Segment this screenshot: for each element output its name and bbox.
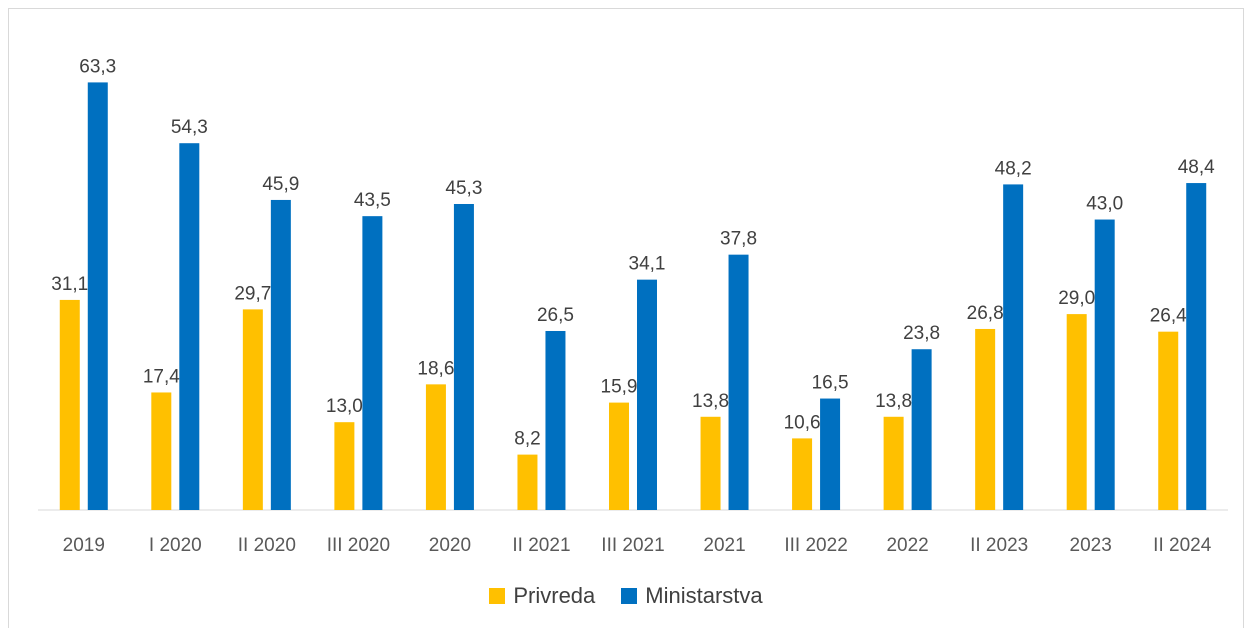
legend-swatch-privreda bbox=[489, 588, 506, 604]
data-label-ministarstva-1: 54,3 bbox=[171, 117, 208, 138]
bar-ministarstva-2 bbox=[270, 199, 291, 510]
bar-ministarstva-9 bbox=[911, 349, 932, 510]
bar-privreda-0 bbox=[59, 299, 80, 510]
data-label-ministarstva-12: 48,4 bbox=[1178, 157, 1215, 178]
bar-ministarstva-10 bbox=[1003, 184, 1024, 510]
data-label-privreda-6: 15,9 bbox=[601, 377, 638, 398]
data-label-ministarstva-3: 43,5 bbox=[354, 190, 391, 211]
bar-ministarstva-7 bbox=[728, 254, 749, 510]
data-label-privreda-1: 17,4 bbox=[143, 366, 180, 387]
data-label-ministarstva-7: 37,8 bbox=[720, 229, 757, 250]
data-label-privreda-8: 10,6 bbox=[784, 412, 821, 433]
x-tick-label-10: II 2023 bbox=[970, 535, 1028, 556]
data-label-privreda-2: 29,7 bbox=[234, 283, 271, 304]
data-label-privreda-10: 26,8 bbox=[967, 303, 1004, 324]
bar-chart: 31,1 63,3 2019 17,4 54,3 I 2020 29,7 45,9 II 202… bbox=[38, 56, 1228, 556]
bar-ministarstva-12 bbox=[1186, 183, 1207, 511]
x-tick-label-12: II 2024 bbox=[1153, 535, 1212, 556]
bar-ministarstva-8 bbox=[820, 398, 841, 510]
data-label-privreda-7: 13,8 bbox=[692, 391, 729, 412]
legend-item-ministarstva: Ministarstva bbox=[621, 583, 763, 609]
legend: Privreda Ministarstva bbox=[0, 583, 1252, 609]
data-label-ministarstva-2: 45,9 bbox=[262, 174, 299, 195]
data-label-ministarstva-9: 23,8 bbox=[903, 323, 940, 344]
bar-ministarstva-3 bbox=[362, 216, 383, 510]
bar-ministarstva-5 bbox=[545, 330, 566, 510]
bar-privreda-6 bbox=[609, 402, 629, 510]
bar-privreda-12 bbox=[1158, 331, 1179, 510]
x-tick-label-5: II 2021 bbox=[512, 535, 570, 556]
bar-privreda-1 bbox=[151, 392, 172, 510]
data-label-ministarstva-6: 34,1 bbox=[629, 254, 666, 275]
data-label-ministarstva-0: 63,3 bbox=[79, 56, 116, 77]
x-tick-label-9: 2022 bbox=[886, 535, 928, 556]
data-label-privreda-11: 29,0 bbox=[1058, 288, 1095, 309]
bar-privreda-5 bbox=[517, 454, 538, 510]
data-label-privreda-0: 31,1 bbox=[51, 274, 88, 295]
x-tick-label-1: I 2020 bbox=[149, 535, 202, 556]
data-label-ministarstva-8: 16,5 bbox=[812, 373, 849, 394]
data-label-ministarstva-10: 48,2 bbox=[995, 158, 1032, 179]
bar-privreda-8 bbox=[792, 438, 813, 510]
bar-privreda-3 bbox=[334, 422, 355, 510]
x-tick-label-7: 2021 bbox=[703, 535, 745, 556]
legend-label-ministarstva: Ministarstva bbox=[645, 583, 763, 608]
data-label-privreda-3: 13,0 bbox=[326, 396, 363, 417]
legend-swatch-ministarstva bbox=[621, 588, 638, 604]
bar-ministarstva-6 bbox=[637, 279, 657, 510]
bar-ministarstva-11 bbox=[1094, 219, 1115, 510]
x-tick-label-3: III 2020 bbox=[327, 535, 390, 556]
x-tick-label-8: III 2022 bbox=[784, 535, 847, 556]
bar-privreda-7 bbox=[700, 416, 721, 510]
bar-privreda-11 bbox=[1066, 314, 1087, 510]
bar-privreda-9 bbox=[883, 416, 904, 510]
data-label-ministarstva-4: 45,3 bbox=[445, 178, 482, 199]
legend-label-privreda: Privreda bbox=[513, 583, 596, 608]
data-label-ministarstva-5: 26,5 bbox=[537, 305, 574, 326]
data-label-privreda-9: 13,8 bbox=[875, 391, 912, 412]
bar-ministarstva-1 bbox=[179, 143, 200, 511]
chart-frame bbox=[8, 8, 1244, 628]
data-label-privreda-4: 18,6 bbox=[417, 358, 454, 379]
bar-privreda-4 bbox=[425, 384, 446, 510]
x-tick-label-11: 2023 bbox=[1070, 535, 1112, 556]
bar-privreda-10 bbox=[975, 328, 996, 510]
data-label-privreda-5: 8,2 bbox=[514, 429, 540, 450]
legend-item-privreda: Privreda bbox=[489, 583, 595, 609]
x-tick-label-6: III 2021 bbox=[601, 535, 664, 556]
bar-privreda-2 bbox=[242, 309, 263, 510]
x-tick-label-4: 2020 bbox=[429, 535, 471, 556]
data-label-privreda-12: 26,4 bbox=[1150, 306, 1187, 327]
bar-ministarstva-0 bbox=[87, 82, 108, 510]
bar-ministarstva-4 bbox=[453, 203, 474, 510]
x-tick-label-0: 2019 bbox=[63, 535, 105, 556]
data-label-ministarstva-11: 43,0 bbox=[1086, 194, 1123, 215]
x-tick-label-2: II 2020 bbox=[238, 535, 296, 556]
